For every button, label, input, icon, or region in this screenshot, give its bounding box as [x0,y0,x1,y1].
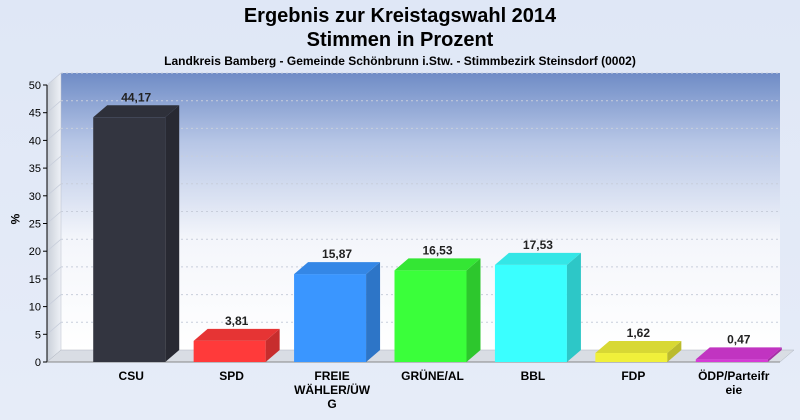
bar-front [294,274,367,362]
y-tick-label: 15 [29,274,41,286]
gridline-left [46,183,62,197]
bar-side [767,347,782,362]
y-tick-label: 30 [29,191,41,203]
bar-front [93,117,166,362]
bar-top [695,347,782,360]
gridline-left [46,294,62,307]
bar [494,252,581,362]
x-tick-label: eie [725,383,742,397]
bar-top [193,328,280,341]
bar-side [466,258,481,362]
bar-top [595,341,682,354]
bar [93,105,180,362]
gridline-left [46,211,62,224]
gridline-left [46,72,62,86]
gridline-left [46,266,62,280]
x-tick-label: ÖDP/Parteifr [698,368,770,383]
y-tick-label: 5 [35,329,41,341]
data-label: 0,47 [727,332,751,346]
data-label: 3,81 [225,314,249,328]
bar [695,347,782,362]
x-tick-label: WÄHLER/ÜW [294,382,371,397]
x-tick-label: CSU [119,369,144,383]
data-label: 16,53 [422,243,452,257]
bar-top [494,252,581,265]
bar-front [494,264,567,362]
bar-side [566,252,581,362]
bar-side [265,328,280,362]
bar-side [366,262,381,362]
y-tick-label: 25 [29,219,41,231]
bar-front [193,340,266,362]
bar-side [667,341,682,362]
bar [394,258,481,362]
bar-front [595,353,668,362]
chart-title: Ergebnis zur Kreistagswahl 2014 [243,5,557,27]
y-tick-label: 0 [35,357,41,369]
x-tick-label: G [327,397,336,411]
data-label: 1,62 [627,326,651,340]
y-tick-label: 35 [29,163,41,175]
bar-front [695,359,768,362]
gridline-left [46,155,62,169]
bar-top [394,258,481,271]
bar-top [294,262,381,275]
bar [595,341,682,362]
gridline-left [46,321,62,335]
y-tick-label: 50 [29,80,41,92]
bar-side [165,105,180,362]
bar-top [93,105,180,118]
bar [294,262,381,362]
gridline-left [46,100,62,114]
data-label: 17,53 [523,238,553,252]
gridline-left [46,238,62,252]
x-tick-label: GRÜNE/AL [401,368,464,383]
chart-subtitle: Stimmen in Prozent [306,29,494,51]
bar [193,328,280,362]
data-label: 15,87 [322,247,352,261]
chart-caption: Landkreis Bamberg - Gemeinde Schönbrunn … [164,54,636,68]
y-tick-label: 40 [29,135,41,147]
x-tick-label: FREIE [314,369,349,383]
y-tick-label: 20 [29,246,41,258]
bar-front [394,270,467,362]
y-tick-label: 45 [29,108,41,120]
x-tick-label: FDP [621,369,645,383]
data-label: 44,17 [121,90,151,104]
gridline-left [46,128,62,141]
x-tick-label: SPD [219,369,244,383]
x-tick-label: BBL [521,369,546,383]
y-tick-label: 10 [29,302,41,314]
